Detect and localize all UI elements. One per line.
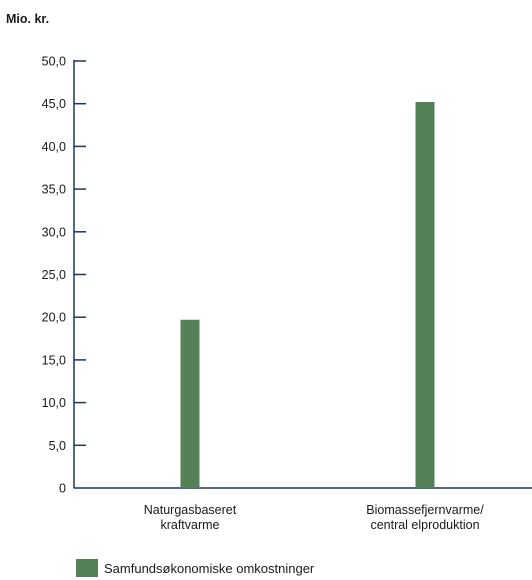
- bar: [180, 319, 200, 488]
- y-tick-label: 10,0: [42, 396, 66, 410]
- x-category-label: Biomassefjernvarme/central elproduktion: [366, 503, 484, 532]
- y-axis-title: Mio. kr.: [6, 12, 49, 26]
- y-tick-label: 25,0: [42, 268, 66, 282]
- y-tick-label: 0: [59, 482, 66, 496]
- legend-label: Samfundsøkonomiske omkostninger: [104, 560, 315, 576]
- y-tick-label: 20,0: [42, 311, 66, 325]
- y-tick-label: 15,0: [42, 353, 66, 367]
- y-tick-label: 40,0: [42, 140, 66, 154]
- bar-chart: Mio. kr. 0 5,0 10,0 15,0 20,0 25,0 30,0 35,0 40,0…: [6, 12, 532, 532]
- bar: [415, 101, 435, 488]
- legend: Samfundsøkonomiske omkostninger: [76, 559, 314, 577]
- x-category-label: Naturgasbaseret kraftvarme: [144, 503, 237, 532]
- y-tick-label: 30,0: [42, 225, 66, 239]
- y-tick-label: 50,0: [42, 55, 66, 69]
- legend-swatch: [76, 559, 98, 577]
- y-tick-label: 45,0: [42, 97, 66, 111]
- y-tick-label: 5,0: [49, 439, 66, 453]
- y-tick-label: 35,0: [42, 183, 66, 197]
